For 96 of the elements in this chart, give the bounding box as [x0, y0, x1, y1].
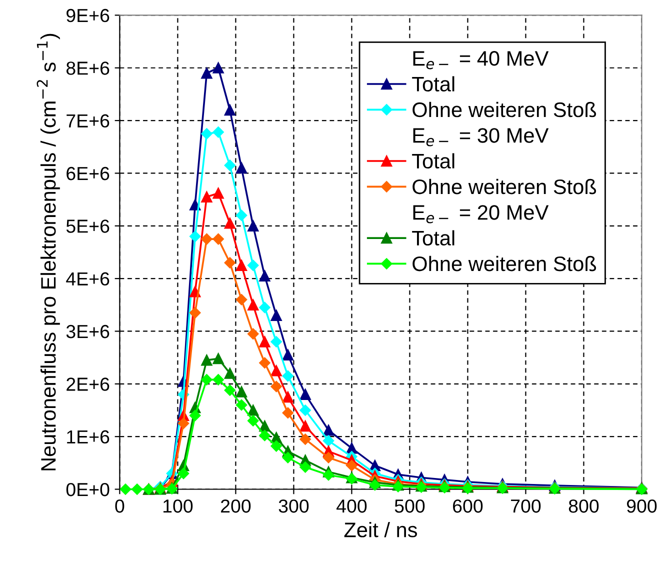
point	[201, 191, 212, 202]
point	[270, 440, 282, 452]
point	[212, 126, 224, 138]
point	[300, 388, 311, 400]
point	[282, 349, 294, 360]
legend-label: Ohne weiteren Stoß	[412, 102, 596, 118]
y-tick-label: 0E+0	[66, 482, 110, 496]
legend-label: Ohne weiteren Stoß	[412, 178, 596, 194]
point	[236, 386, 248, 398]
x-tick-label: 100	[163, 499, 193, 513]
point	[212, 233, 224, 245]
point	[392, 481, 404, 492]
point	[300, 404, 311, 416]
point	[131, 484, 143, 495]
point	[369, 479, 381, 491]
point	[259, 270, 270, 282]
point	[236, 162, 248, 174]
x-axis-title: Zeit / ns	[344, 522, 418, 538]
x-tick-label: 200	[221, 499, 251, 513]
point	[270, 365, 282, 376]
legend-label: Total	[412, 230, 454, 246]
point	[212, 62, 224, 74]
point	[259, 302, 270, 314]
point	[282, 392, 294, 403]
point	[248, 220, 259, 232]
y-axis-title: Neutronenfluss pro Elektronenpuls / (cm$^{−2}$ s$^{−1}$)	[36, 34, 60, 470]
x-tick-label: 300	[278, 499, 309, 513]
point	[224, 368, 236, 379]
point	[212, 353, 224, 364]
point	[346, 460, 358, 472]
point	[190, 410, 201, 422]
point	[259, 430, 270, 442]
y-tick-label: 1E+6	[67, 430, 110, 444]
point	[224, 257, 236, 268]
x-tick-label: 0	[115, 499, 124, 513]
point	[322, 452, 334, 464]
point	[190, 230, 201, 242]
x-tick-label: 400	[336, 499, 367, 513]
point	[236, 399, 248, 411]
legend-label: Ohne weiteren Stoß	[412, 256, 596, 272]
point	[300, 434, 311, 445]
point	[282, 407, 294, 418]
point	[236, 260, 248, 271]
y-tick-label: 8E+6	[66, 62, 110, 75]
point	[190, 307, 201, 318]
legend-label: Total	[412, 76, 454, 92]
point	[259, 336, 270, 348]
point	[201, 68, 212, 79]
x-tick-label: 900	[626, 499, 657, 513]
point	[236, 294, 248, 306]
y-tick-label: 2E+6	[66, 378, 110, 391]
x-tick-label: 700	[511, 499, 541, 513]
point	[322, 469, 334, 481]
x-tick-label: 600	[453, 499, 483, 513]
point	[259, 420, 270, 432]
annotation: E$_{e−}$ = 40 MeV	[413, 51, 549, 70]
point	[270, 380, 282, 392]
point	[300, 462, 311, 473]
y-tick-label: 6E+6	[66, 166, 110, 180]
point	[300, 420, 311, 432]
point	[248, 260, 259, 271]
point	[178, 468, 190, 480]
point	[201, 374, 212, 386]
point	[212, 188, 224, 199]
point	[270, 310, 282, 321]
y-tick-label: 9E+6	[66, 8, 110, 22]
annotation: E$_{e−}$ = 20 MeV	[413, 205, 549, 224]
point	[120, 484, 132, 495]
x-tick-label: 500	[394, 499, 425, 513]
point	[201, 233, 212, 245]
point	[248, 299, 259, 310]
point	[224, 160, 236, 171]
point	[224, 218, 236, 229]
y-tick-label: 4E+6	[66, 272, 110, 286]
point	[248, 328, 259, 340]
point	[282, 452, 294, 464]
point	[224, 384, 236, 396]
x-tick-label: 800	[568, 499, 599, 513]
y-tick-label: 3E+6	[66, 324, 110, 338]
point	[259, 357, 270, 368]
point	[178, 418, 190, 430]
point	[248, 415, 259, 426]
point	[201, 354, 212, 366]
point	[201, 128, 212, 140]
point	[322, 424, 334, 436]
point	[224, 104, 236, 116]
point	[248, 404, 259, 416]
y-tick-label: 7E+6	[66, 114, 110, 128]
y-tick-label: 5E+6	[66, 220, 110, 233]
point	[322, 435, 334, 446]
point	[212, 374, 224, 386]
point	[282, 370, 294, 382]
point	[236, 210, 248, 221]
point	[270, 336, 282, 348]
annotation: E$_{e−}$ = 30 MeV	[413, 128, 549, 146]
legend-label: Total	[412, 153, 454, 169]
